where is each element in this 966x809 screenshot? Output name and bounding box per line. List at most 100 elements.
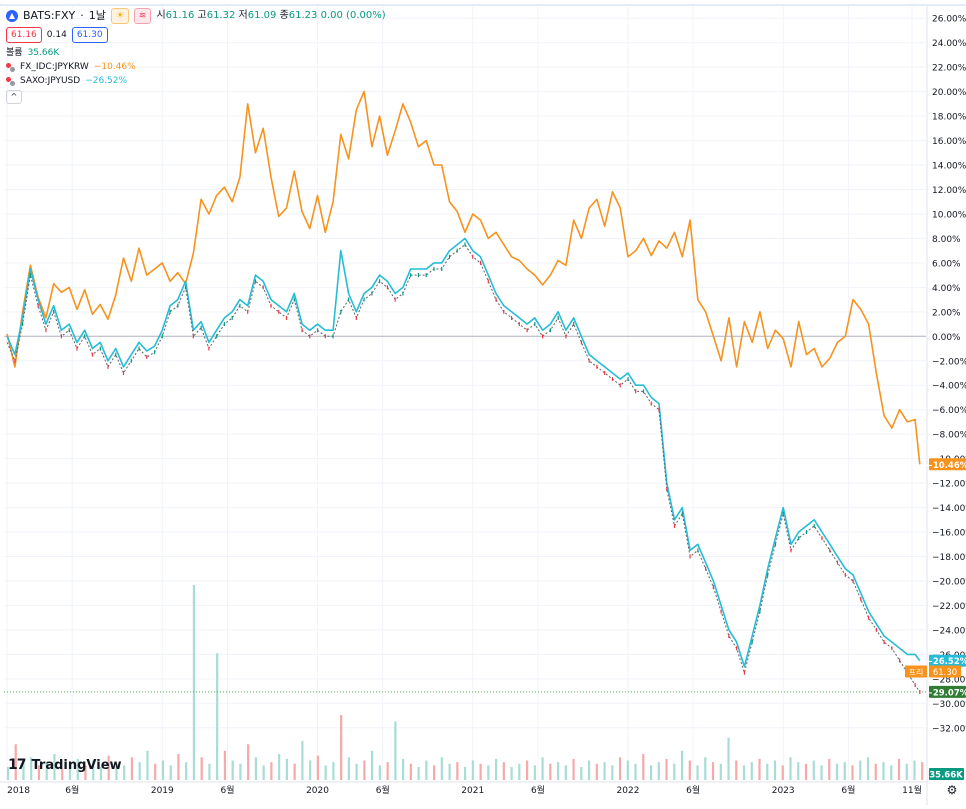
volume-bar: [146, 750, 149, 780]
y-tick-label: 12.00%: [932, 186, 966, 196]
volume-bar: [208, 763, 211, 780]
symbol-row: ▲ BATS:FXY · 1날 ☀ ≋ 시61.16 고61.32 저61.09…: [6, 8, 386, 24]
volume-bar: [510, 767, 513, 780]
volume-bar: [913, 760, 916, 780]
x-tick-label: 6월: [65, 784, 79, 796]
volume-bar: [417, 767, 420, 780]
volume-bar: [657, 762, 660, 780]
sell-price-button[interactable]: 61.16: [6, 27, 42, 43]
volume-bar: [618, 757, 622, 780]
volume-label: 볼륨: [6, 48, 23, 58]
y-tick-label: 14.00%: [932, 162, 966, 172]
volume-bar: [99, 767, 103, 780]
interval-separator: ·: [80, 9, 84, 22]
low-label: 저: [238, 10, 248, 21]
volume-bar: [169, 765, 172, 780]
compare-row-usd[interactable]: SAXO:JPYUSD −26.52%: [6, 74, 386, 88]
volume-bar: [84, 765, 87, 780]
volume-bar: [820, 765, 823, 780]
y-tick-label: −30.00%: [932, 700, 966, 710]
volume-bar: [440, 757, 443, 780]
volume-bar: [316, 755, 319, 780]
volume-bar: [750, 762, 753, 780]
volume-bar: [804, 763, 808, 780]
volume-bar: [456, 762, 459, 780]
y-tick-label: −14.00%: [932, 504, 966, 514]
y-tick-label: 16.00%: [932, 137, 966, 147]
price-tag-value-label: 61.30: [933, 668, 957, 678]
volume-bar: [673, 763, 676, 780]
high-value: 61.32: [206, 10, 236, 21]
compare-row-krw[interactable]: FX_IDC:JPYKRW −10.46%: [6, 60, 386, 74]
y-tick-label: 0.00%: [932, 333, 961, 343]
volume-bar: [425, 760, 428, 780]
y-tick-label: −20.00%: [932, 577, 966, 587]
low-value: 61.09: [247, 10, 277, 21]
volume-bar: [262, 765, 265, 780]
high-label: 고: [197, 10, 207, 21]
volume-bar: [340, 715, 343, 780]
interval-label[interactable]: 1날: [88, 9, 106, 22]
symbol-name[interactable]: BATS:FXY: [23, 9, 76, 22]
y-tick-label: 2.00%: [932, 308, 961, 318]
series-line-usd: [6, 237, 921, 668]
market-status-icon[interactable]: ☀: [110, 8, 129, 24]
volume-bar: [711, 762, 715, 780]
volume-bar: [53, 754, 56, 780]
volume-bar: [324, 765, 327, 780]
volume-bar: [649, 765, 653, 780]
y-tick-label: −22.00%: [932, 602, 966, 612]
volume-bar: [161, 760, 165, 780]
volume-bar: [332, 762, 335, 780]
volume-bar: [835, 763, 839, 780]
volume-bar: [611, 765, 614, 780]
y-tick-label: 18.00%: [932, 113, 966, 123]
open-value: 61.16: [165, 10, 195, 21]
y-tick-label: −24.00%: [932, 626, 966, 636]
volume-bar: [92, 760, 95, 780]
y-tick-label: −4.00%: [932, 382, 966, 392]
volume-bar: [851, 765, 854, 780]
volume-bar: [123, 765, 126, 780]
x-tick-label: 6월: [841, 784, 855, 796]
series-line-main: [6, 244, 921, 693]
volume-bar: [378, 765, 381, 780]
y-tick-label: 22.00%: [932, 64, 966, 74]
volume-bar: [409, 763, 412, 780]
volume-bar: [921, 762, 924, 780]
data-feed-icon[interactable]: ≋: [133, 8, 152, 24]
y-tick-label: 4.00%: [932, 284, 961, 294]
axis-value-tag: [929, 685, 966, 698]
volume-bar: [130, 757, 134, 780]
bid-ask-row: 61.16 0.14 61.30: [6, 27, 386, 43]
y-tick-label: −18.00%: [932, 553, 966, 563]
volume-bar: [177, 754, 180, 780]
compare-symbol-icon: [6, 62, 15, 72]
axis-value-tag: [929, 458, 966, 471]
compare-change-value: −26.52%: [85, 76, 128, 86]
buy-price-button[interactable]: 61.30: [71, 27, 108, 43]
volume-bar: [76, 758, 79, 780]
volume-bar: [587, 760, 591, 780]
volume-bar: [494, 758, 498, 780]
volume-bar: [30, 757, 33, 780]
price-tag-badge-label: 프리: [909, 668, 924, 677]
volume-bar: [874, 763, 877, 780]
volume-bar: [518, 763, 521, 780]
volume-bar: [433, 765, 436, 780]
volume-bar: [541, 757, 544, 780]
gear-icon[interactable]: ⚙: [946, 783, 958, 797]
volume-bar: [688, 760, 691, 780]
volume-bar: [68, 763, 72, 780]
volume-bar: [309, 760, 312, 780]
volume-bar: [386, 762, 389, 780]
x-tick-label: 6월: [376, 784, 390, 796]
volume-bar: [479, 763, 482, 780]
volume-value: 35.66K: [27, 48, 60, 58]
collapse-legend-button[interactable]: ^: [6, 90, 22, 104]
tradingview-logo[interactable]: 17 TradingView: [8, 757, 122, 773]
volume-bar: [866, 757, 870, 780]
volume-bar: [301, 741, 304, 780]
